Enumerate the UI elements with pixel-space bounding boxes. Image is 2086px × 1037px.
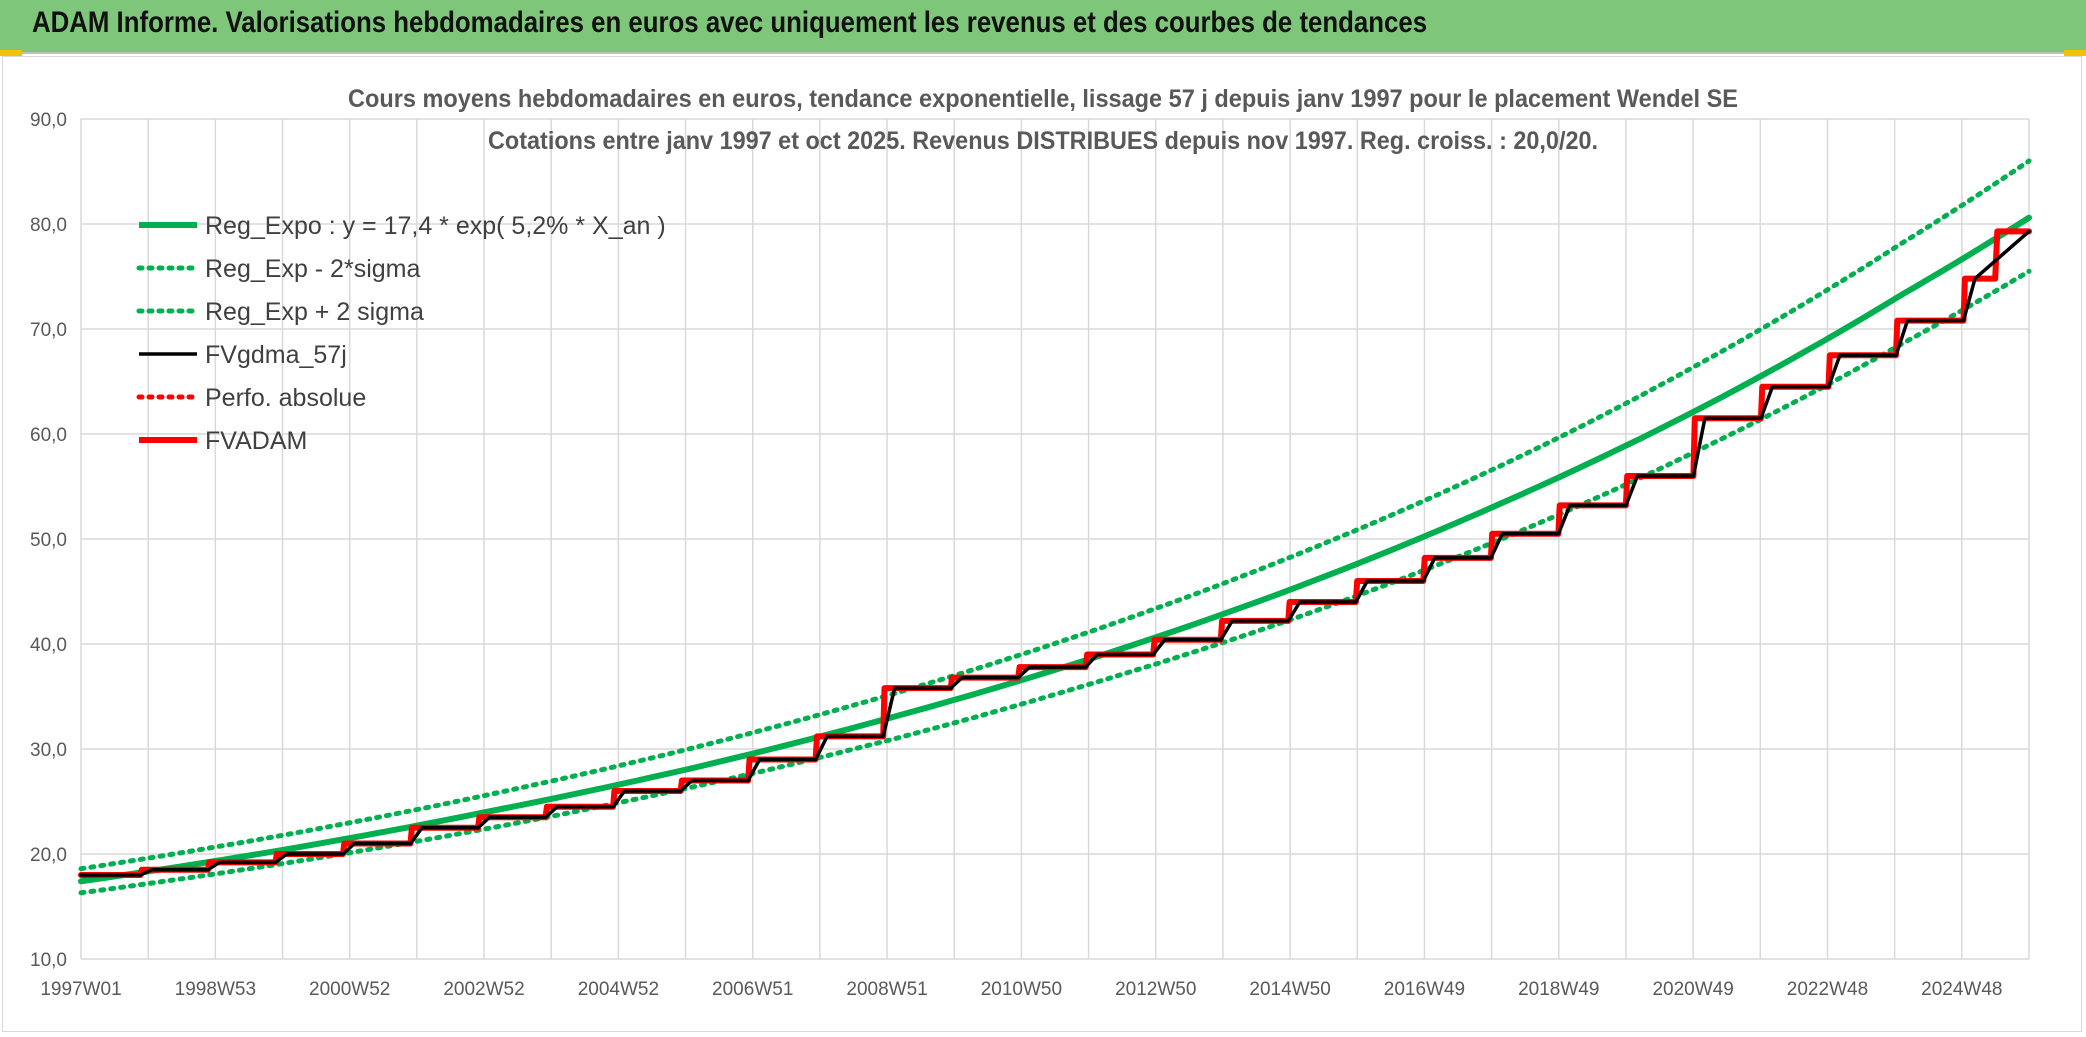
x-tick-label: 2020W49 [1652, 979, 1733, 1000]
legend-label: Perfo. absolue [205, 384, 366, 412]
legend-label: Reg_Exp - 2*sigma [205, 255, 420, 283]
x-tick-label: 2018W49 [1518, 979, 1599, 1000]
x-tick-label: 1997W01 [40, 979, 121, 1000]
x-tick-label: 2008W51 [846, 979, 927, 1000]
legend-label: FVADAM [205, 427, 307, 455]
chart-legend: Reg_Expo : y = 17,4 * exp( 5,2% * X_an )… [136, 212, 666, 455]
y-tick-label: 60,0 [30, 425, 67, 446]
x-tick-label: 2010W50 [981, 979, 1062, 1000]
axis-labels: 10,0 20,0 30,0 40,0 50,0 60,0 70,0 80,0 90,0 1997… [30, 110, 2002, 1000]
corner-accent-right [2064, 50, 2086, 56]
series-lines [78, 158, 2032, 896]
legend-label: Reg_Expo : y = 17,4 * exp( 5,2% * X_an ) [205, 212, 666, 240]
y-tick-label: 10,0 [30, 950, 67, 971]
series-line-fvadam [78, 228, 2032, 878]
x-tick-label: 2000W52 [309, 979, 390, 1000]
chart-title: Cours moyens hebdomadaires en euros, ten… [348, 85, 1738, 113]
report-title: ADAM Informe. Valorisations hebdomadaire… [32, 6, 1428, 39]
y-tick-label: 20,0 [30, 845, 67, 866]
x-tick-label: 2006W51 [712, 979, 793, 1000]
x-tick-label: 2022W48 [1787, 979, 1868, 1000]
y-tick-label: 90,0 [30, 110, 67, 131]
legend-label: FVgdma_57j [205, 341, 347, 369]
series-line-fvgdma-57j [79, 229, 2031, 877]
legend-label: Reg_Exp + 2 sigma [205, 298, 424, 326]
y-tick-label: 40,0 [30, 635, 67, 656]
y-tick-label: 70,0 [30, 320, 67, 341]
y-tick-label: 30,0 [30, 740, 67, 761]
x-tick-label: 2012W50 [1115, 979, 1196, 1000]
series-line-reg-exp-2-sigma [78, 268, 2032, 896]
x-tick-label: 2016W49 [1384, 979, 1465, 1000]
chart-frame: 10,0 20,0 30,0 40,0 50,0 60,0 70,0 80,0 90,0 1997… [2, 56, 2082, 1032]
corner-accent-left [0, 50, 22, 56]
report-banner: ADAM Informe. Valorisations hebdomadaire… [0, 0, 2086, 54]
x-tick-label: 2004W52 [578, 979, 659, 1000]
x-tick-label: 1998W53 [175, 979, 256, 1000]
chart-subtitle: Cotations entre janv 1997 et oct 2025. R… [488, 127, 1598, 155]
chart-area: 10,0 20,0 30,0 40,0 50,0 60,0 70,0 80,0 90,0 1997… [30, 85, 2032, 1000]
series-line-reg-exp-2-sigma [78, 158, 2032, 872]
x-tick-label: 2014W50 [1249, 979, 1330, 1000]
y-tick-label: 80,0 [30, 215, 67, 236]
x-tick-label: 2024W48 [1921, 979, 2002, 1000]
y-tick-label: 50,0 [30, 530, 67, 551]
x-tick-label: 2002W52 [443, 979, 524, 1000]
